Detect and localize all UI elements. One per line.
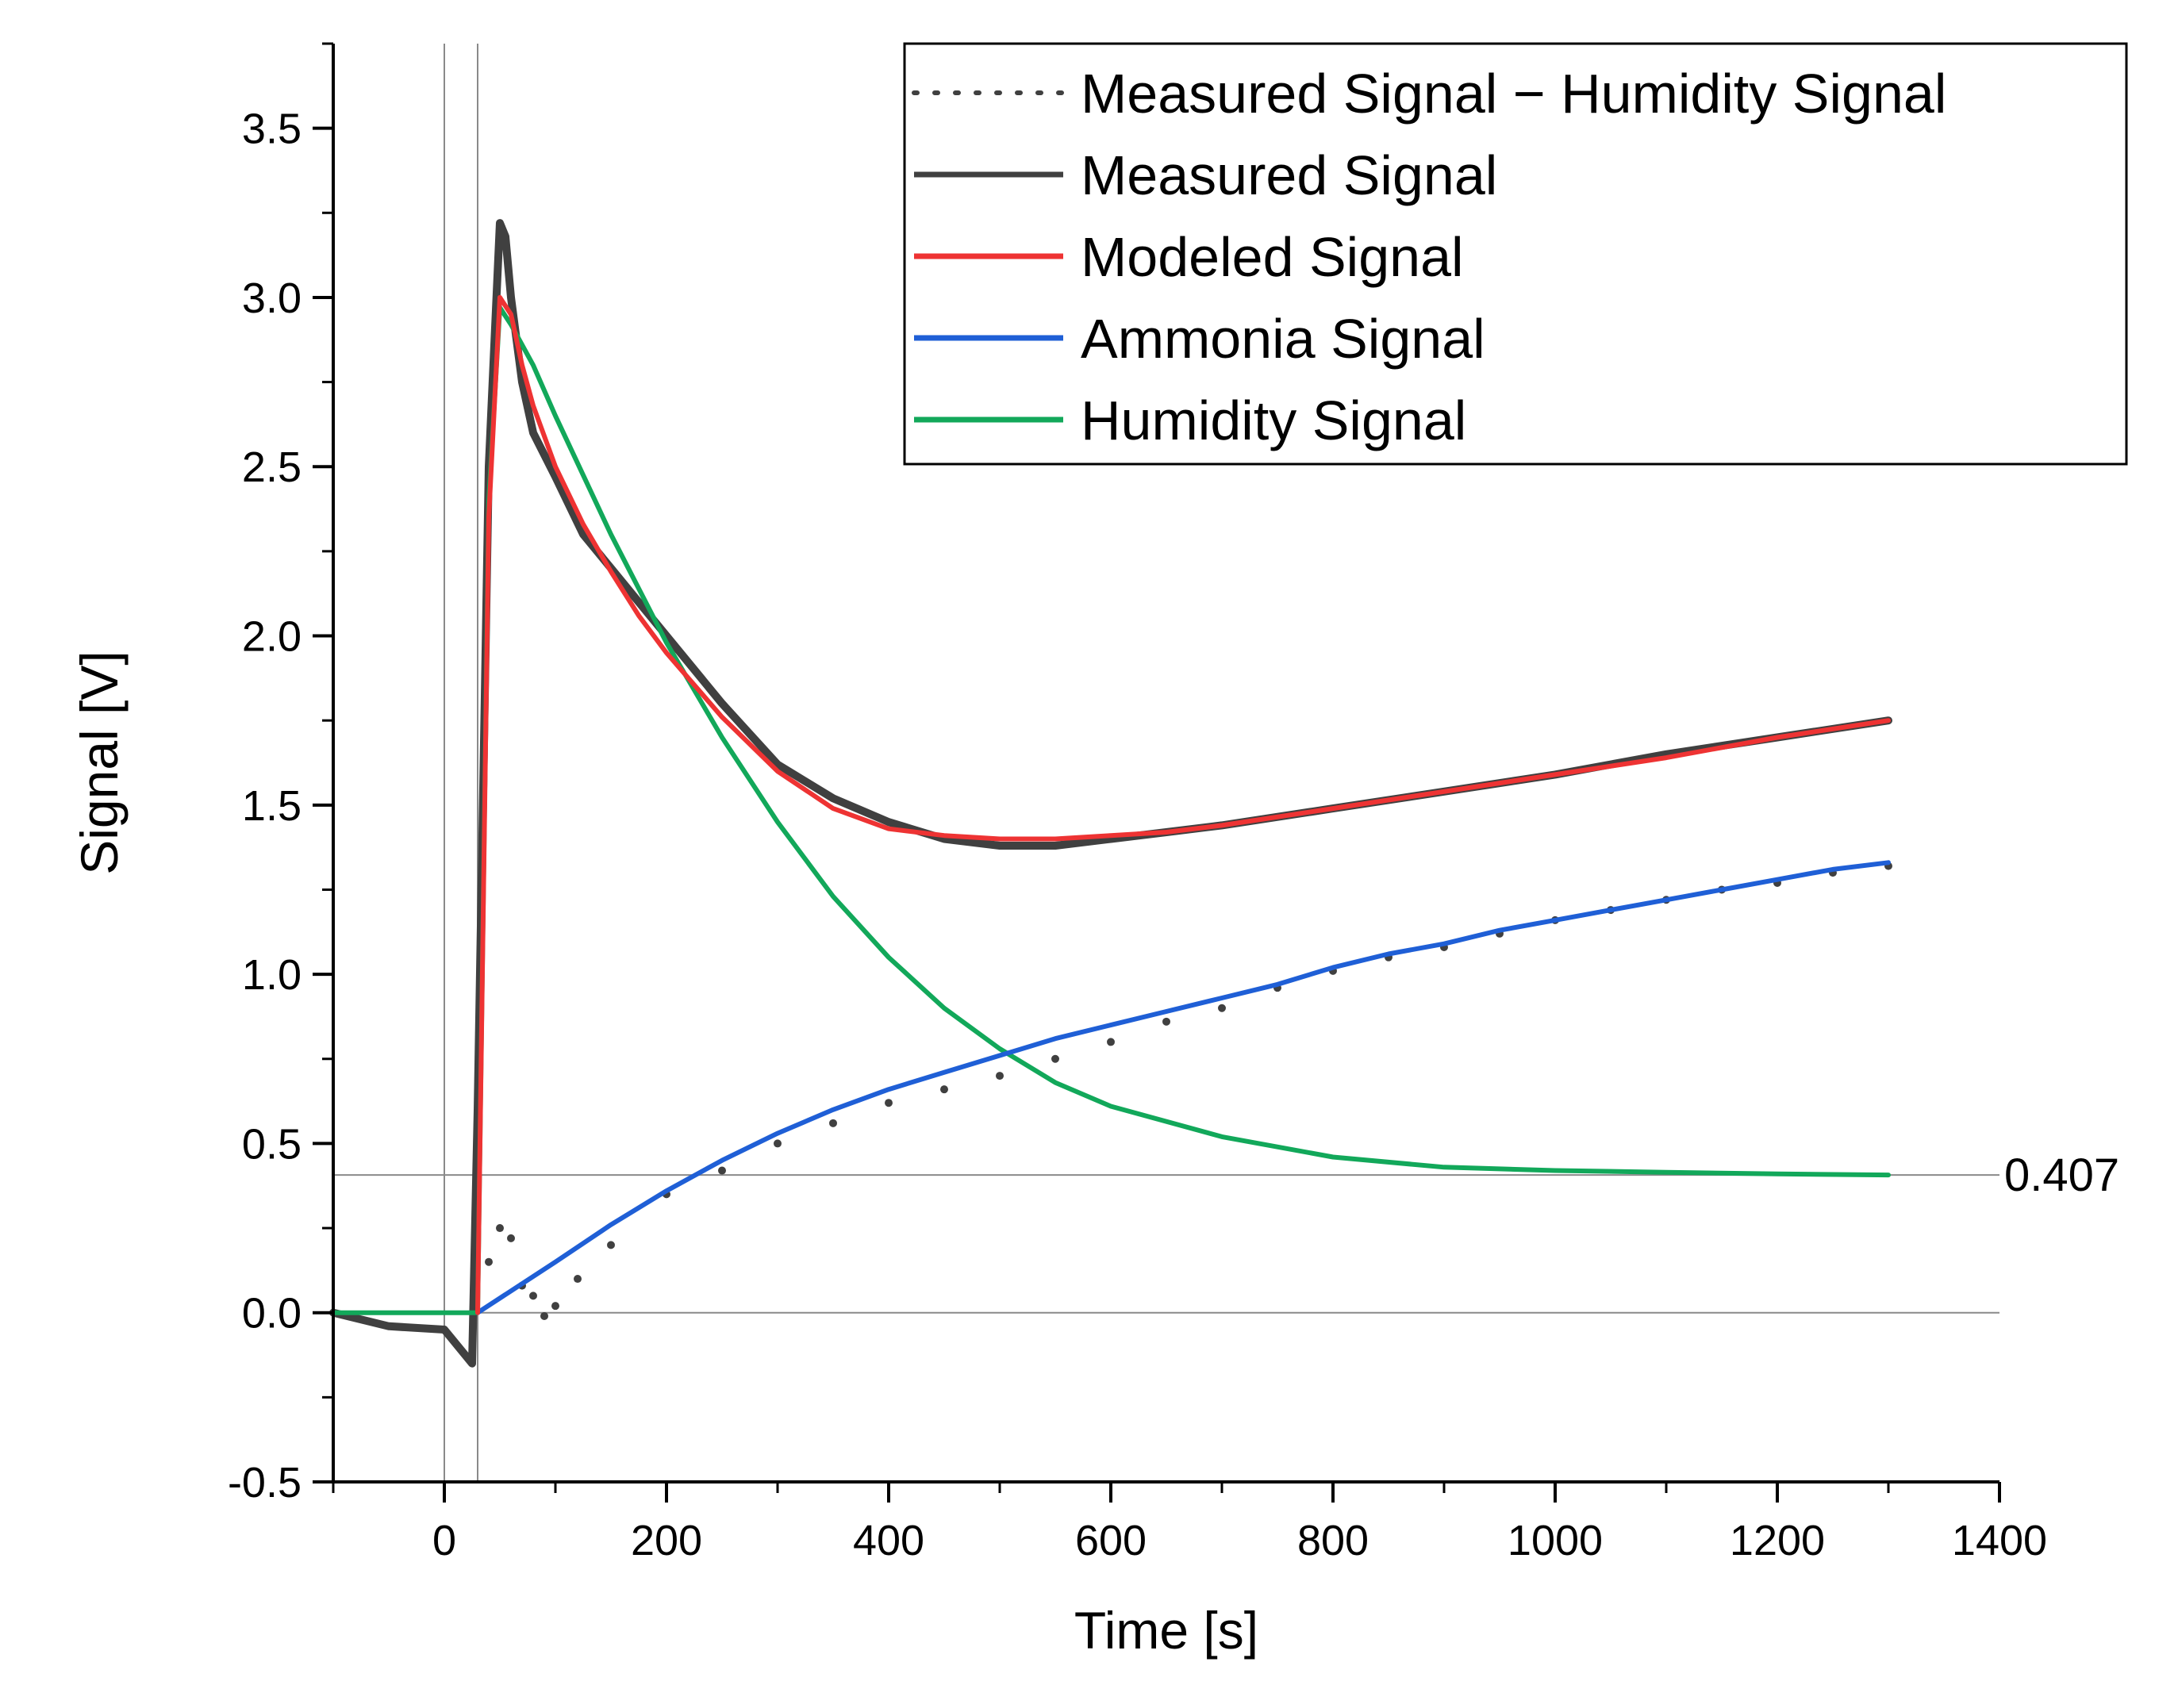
y-tick-label: 0.5 xyxy=(242,1120,302,1168)
measured-signal-humidity-signal-point xyxy=(607,1241,615,1249)
legend: Measured Signal − Humidity Signal Measure… xyxy=(903,42,2128,466)
axes xyxy=(332,44,1999,1483)
measured-signal-humidity-signal-point xyxy=(774,1139,782,1148)
x-tick-label: 1200 xyxy=(1730,1517,1825,1564)
y-tick-label: 1.5 xyxy=(242,782,302,830)
y-tick-label: 1.0 xyxy=(242,951,302,999)
measured-signal-humidity-signal-point xyxy=(1051,1054,1059,1063)
measured-signal-humidity-signal-point xyxy=(496,1224,504,1233)
y-tick-label: 3.0 xyxy=(242,274,302,322)
measured-signal-humidity-signal-point xyxy=(540,1311,548,1320)
reference-value-label: 0.407 xyxy=(2004,1150,2119,1201)
x-tick-label: 0 xyxy=(432,1517,456,1564)
measured-signal-humidity-signal-point xyxy=(1218,1004,1226,1012)
measured-signal-humidity-signal-point xyxy=(551,1302,559,1311)
x-tick-label: 800 xyxy=(1297,1517,1369,1564)
x-axis-title: Time [s] xyxy=(1074,1601,1258,1660)
measured-signal-humidity-signal-point xyxy=(529,1292,537,1300)
legend-label-modeled-signal: Modeled Signal xyxy=(1081,226,1464,288)
measured-signal-humidity-signal-point xyxy=(574,1275,582,1284)
y-tick-label: 0.0 xyxy=(242,1290,302,1338)
measured-signal-humidity-signal-point xyxy=(1162,1017,1170,1026)
x-tick-label: 600 xyxy=(1075,1517,1147,1564)
ticks: 0 200 400 600 800 1000 1200 1400 -0.5 0.0 0.5 1.0 1.… xyxy=(228,42,2047,1564)
measured-signal-humidity-signal-point xyxy=(507,1234,515,1242)
legend-label-ammonia-signal: Ammonia Signal xyxy=(1081,308,1485,370)
y-tick-label: 3.5 xyxy=(242,106,302,153)
y-tick-label: -0.5 xyxy=(228,1459,302,1506)
measured-signal-humidity-signal-point xyxy=(485,1257,493,1266)
measured-signal-humidity-signal-point xyxy=(996,1072,1004,1080)
x-tick-label: 400 xyxy=(853,1517,924,1564)
series-layer xyxy=(329,219,1892,1368)
y-tick-label: 2.0 xyxy=(242,613,302,661)
legend-label-humidity-signal: Humidity Signal xyxy=(1081,390,1466,451)
x-tick-label: 200 xyxy=(631,1517,702,1564)
legend-box xyxy=(903,42,2128,466)
legend-label-measured-signal: Measured Signal xyxy=(1081,144,1497,206)
measured-signal-humidity-signal-point xyxy=(940,1085,948,1094)
measured-signal-humidity-signal-point xyxy=(829,1119,837,1127)
legend-label-measured-signal-humidity-signal: Measured Signal − Humidity Signal xyxy=(1081,63,1946,125)
modeled-signal-line xyxy=(475,294,1891,1315)
ammonia-signal-line xyxy=(475,860,1891,1315)
y-axis-title: Signal [V] xyxy=(70,651,129,875)
measured-signal-humidity-signal-point xyxy=(718,1166,726,1175)
x-tick-label: 1000 xyxy=(1508,1517,1603,1564)
y-tick-label: 2.5 xyxy=(242,443,302,491)
x-tick-label: 1400 xyxy=(1952,1517,2047,1564)
measured-signal-humidity-signal-point xyxy=(885,1099,893,1107)
measured-signal-humidity-signal-point xyxy=(1107,1038,1115,1046)
